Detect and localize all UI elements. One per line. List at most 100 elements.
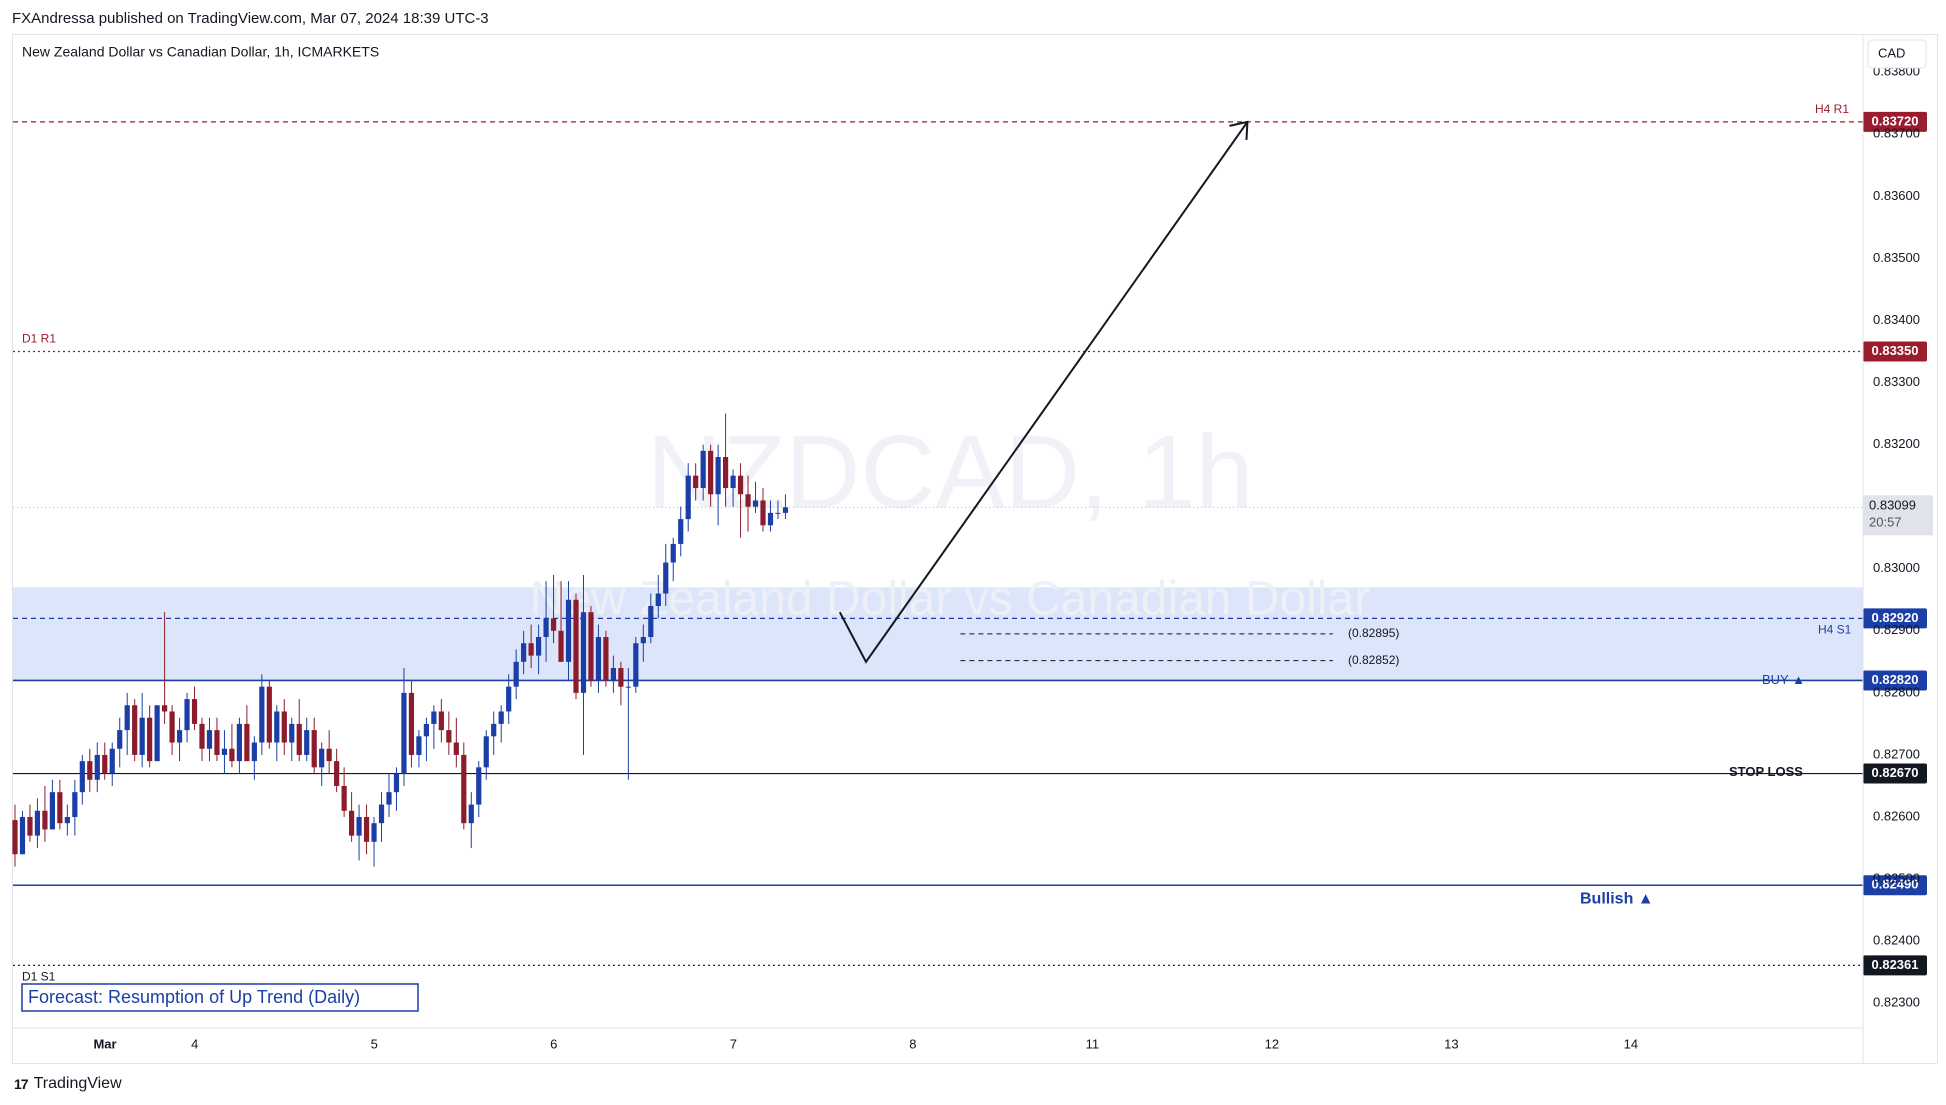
- publisher-info: FXAndressa published on TradingView.com,…: [12, 10, 489, 27]
- candle-body: [199, 723, 205, 749]
- tradingview-logo-icon: 17: [14, 1076, 29, 1092]
- level-name-buy: BUY ▲: [1762, 672, 1805, 687]
- time-axis-tick: 14: [1624, 1036, 1638, 1051]
- candles: [12, 413, 789, 867]
- candle-body: [319, 748, 325, 768]
- time-axis-tick: 11: [1086, 1036, 1100, 1051]
- candle-body: [565, 599, 572, 662]
- candle-body: [633, 643, 639, 687]
- price-axis-tick: 0.82600: [1873, 808, 1920, 823]
- watermark-symbol: NZDCAD, 1h: [647, 414, 1254, 530]
- candle-body: [349, 810, 355, 836]
- level-name-d1-s1: D1 S1: [22, 969, 56, 983]
- price-axis-tick: 0.82900: [1873, 622, 1920, 637]
- candle-body: [12, 820, 18, 855]
- candle-body: [513, 661, 519, 687]
- level-price-label: 0.82490: [1872, 877, 1919, 892]
- candle-body: [94, 754, 100, 780]
- price-axis-tick: 0.83600: [1873, 188, 1920, 203]
- candle-body: [236, 723, 242, 762]
- candle-body: [588, 612, 594, 681]
- candle-body: [229, 748, 235, 762]
- candle-body: [655, 593, 661, 606]
- level-price-label: 0.83350: [1872, 343, 1919, 358]
- price-axis-tick: 0.83200: [1873, 436, 1920, 451]
- watermark-name: New Zealand Dollar vs Canadian Dollar: [530, 573, 1370, 626]
- candle-body: [610, 668, 616, 681]
- candle-body: [139, 717, 145, 755]
- price-axis-tick: 0.82400: [1873, 933, 1920, 948]
- candle-body: [558, 630, 564, 662]
- footer-brand: TradingView: [33, 1075, 122, 1092]
- candle-body: [34, 810, 41, 836]
- price-axis-tick: 0.82700: [1873, 746, 1920, 761]
- candle-body: [528, 643, 534, 656]
- level-name-h4-r1: H4 R1: [1815, 102, 1849, 116]
- forecast-box-text: Forecast: Resumption of Up Trend (Daily): [28, 987, 360, 1007]
- candle-body: [191, 699, 198, 724]
- candle-body: [506, 686, 512, 712]
- candle-body: [266, 686, 272, 743]
- candle-body: [580, 612, 587, 693]
- forecast-line-label: (0.82852): [1348, 653, 1399, 667]
- candle-body: [124, 705, 130, 731]
- candle-body: [326, 748, 332, 762]
- candle-body: [550, 618, 557, 631]
- candle-body: [221, 748, 228, 755]
- candle-body: [274, 711, 280, 743]
- candle-body: [378, 804, 385, 824]
- price-axis-tick: 0.83400: [1873, 312, 1920, 327]
- currency-box: [1867, 39, 1927, 69]
- level-price-tag: [1863, 608, 1927, 629]
- level-price-label: 0.82920: [1872, 610, 1919, 625]
- candle-body: [745, 494, 751, 507]
- candle-body: [162, 705, 168, 712]
- candle-body: [334, 761, 340, 786]
- footer: 17 TradingView: [14, 1075, 122, 1093]
- candle-body: [57, 792, 63, 824]
- price-axis-tick: 0.82300: [1873, 995, 1920, 1010]
- candle-body: [573, 599, 579, 693]
- currency-label: CAD: [1878, 45, 1905, 60]
- time-axis-tick: 5: [371, 1036, 378, 1051]
- candle-body: [169, 711, 175, 743]
- candle-body: [752, 500, 759, 507]
- candle-body: [521, 643, 527, 662]
- candle-body: [678, 519, 684, 544]
- candle-body: [147, 717, 153, 762]
- chart-frame: [12, 34, 1938, 1064]
- candle-body: [760, 500, 766, 526]
- projection-arrowhead: [1229, 120, 1249, 140]
- candle-body: [184, 699, 190, 731]
- candle-body: [767, 512, 774, 526]
- candle-body: [663, 562, 669, 594]
- candle-body: [498, 711, 504, 724]
- candle-body: [244, 723, 250, 762]
- level-price-tag: [1863, 875, 1927, 896]
- candle-body: [408, 692, 415, 755]
- price-axis-tick: 0.82800: [1873, 684, 1920, 699]
- level-price-label: 0.83720: [1872, 113, 1919, 128]
- candle-body: [543, 618, 549, 638]
- level-name-d1-r1: D1 R1: [22, 332, 56, 346]
- candle-body: [132, 705, 138, 755]
- candle-body: [102, 754, 108, 774]
- level-price-label: 0.82361: [1872, 957, 1919, 972]
- level-price-label: 0.82670: [1872, 765, 1919, 780]
- level-price-tag: [1863, 670, 1927, 691]
- candle-body: [640, 637, 646, 644]
- candle-body: [423, 723, 429, 737]
- candle-body: [603, 637, 609, 681]
- level-price-tag: [1863, 955, 1927, 976]
- time-axis-tick: 6: [550, 1036, 557, 1051]
- last-price-tag: [1863, 495, 1933, 536]
- time-axis-tick: 12: [1265, 1036, 1279, 1051]
- candle-body: [371, 823, 377, 842]
- candle-body: [79, 761, 85, 793]
- candle-body: [491, 723, 497, 737]
- level-name-bullish: Bullish ▲: [1580, 890, 1654, 907]
- price-axis-tick: 0.82500: [1873, 870, 1920, 885]
- candle-body: [214, 730, 220, 755]
- candle-body: [281, 711, 287, 743]
